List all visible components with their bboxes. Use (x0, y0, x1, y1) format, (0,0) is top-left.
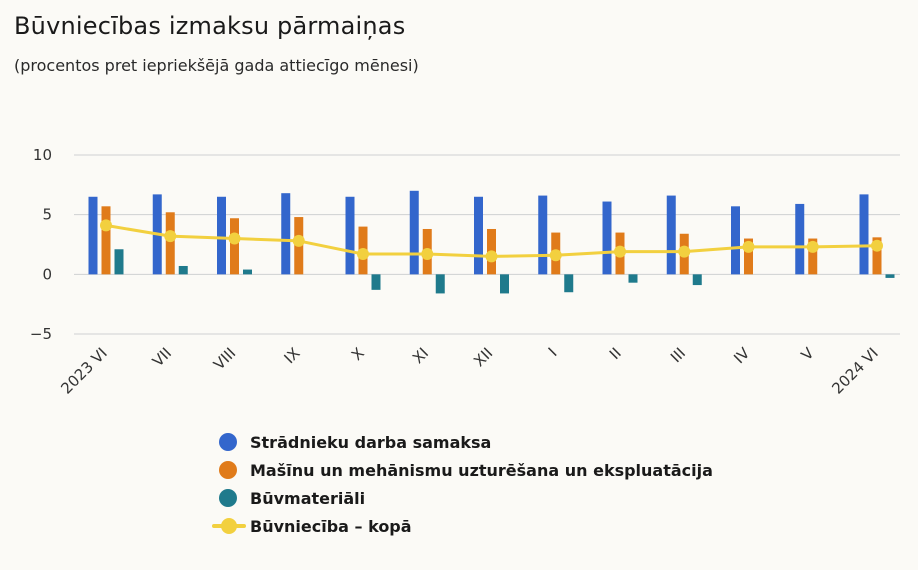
legend-item-machinery[interactable]: Mašīnu un mehānismu uzturēšana un eksplu… (212, 456, 713, 484)
line-point-0[interactable] (100, 219, 112, 232)
bar-0-4[interactable] (345, 196, 355, 275)
x-tick-label: V (798, 344, 819, 365)
bar-2-8[interactable] (628, 274, 638, 283)
line-point-11[interactable] (806, 240, 819, 253)
y-tick-label: 5 (42, 206, 52, 224)
legend-wages-label: Strādnieku darba samaksa (250, 432, 492, 452)
line-point-12[interactable] (871, 239, 883, 252)
bar-2-12[interactable] (885, 274, 895, 278)
legend: Strādnieku darba samaksa Mašīnu un mehān… (212, 428, 713, 540)
x-tick-label: 2024 VI (828, 344, 881, 397)
line-point-4[interactable] (357, 248, 369, 261)
line-point-6[interactable] (485, 250, 498, 263)
bar-0-12[interactable] (859, 194, 869, 275)
x-tick-label: XI (409, 344, 432, 367)
x-tick-label: II (606, 344, 625, 363)
bar-0-3[interactable] (281, 193, 291, 275)
bar-0-5[interactable] (409, 190, 419, 275)
chart-title: Būvniecības izmaksu pārmaiņas (14, 12, 406, 40)
bar-1-10[interactable] (744, 238, 753, 275)
line-point-7[interactable] (549, 249, 562, 262)
legend-item-total[interactable]: Būvniecība – kopā (212, 512, 713, 540)
bar-0-0[interactable] (88, 196, 98, 275)
y-tick-label: −5 (30, 325, 52, 343)
legend-total-label: Būvniecība – kopā (250, 516, 412, 536)
total-line (100, 219, 883, 263)
x-axis-ticks: 2023 VI VII VIII IX X XI XII I II III IV V 2024 VI (57, 344, 881, 398)
legend-item-wages[interactable]: Strādnieku darba samaksa (212, 428, 713, 456)
bar-2-7[interactable] (564, 274, 574, 293)
legend-wages-symbol (212, 432, 250, 452)
bar-1-11[interactable] (808, 238, 818, 275)
bar-0-2[interactable] (217, 196, 226, 275)
x-tick-label: IV (730, 344, 754, 368)
bar-0-9[interactable] (666, 195, 676, 275)
grid-lines (74, 154, 900, 335)
chart-subtitle: (procentos pret iepriekšējā gada attiecī… (14, 56, 419, 75)
legend-machinery-symbol (212, 460, 250, 480)
line-point-1[interactable] (164, 230, 177, 243)
line-point-10[interactable] (742, 240, 755, 253)
x-tick-label: VIII (210, 344, 239, 373)
bar-2-4[interactable] (371, 274, 381, 290)
x-tick-label: I (545, 344, 561, 360)
y-tick-label: 0 (42, 265, 52, 283)
legend-machinery-label: Mašīnu un mehānismu uzturēšana un eksplu… (250, 460, 713, 480)
bar-0-8[interactable] (602, 201, 612, 275)
bar-1-0[interactable] (101, 206, 111, 275)
x-tick-label: 2023 VI (57, 344, 110, 397)
bar-1-2[interactable] (230, 218, 239, 275)
line-point-3[interactable] (292, 234, 305, 247)
legend-materials-label: Būvmateriāli (250, 488, 366, 508)
legend-total-symbol (212, 516, 250, 536)
bar-2-5[interactable] (435, 274, 445, 294)
bar-2-1[interactable] (178, 265, 188, 275)
x-tick-label: IX (280, 344, 303, 367)
bar-1-1[interactable] (165, 212, 175, 275)
legend-item-materials[interactable]: Būvmateriāli (212, 484, 713, 512)
bar-2-9[interactable] (692, 274, 702, 286)
x-tick-label: X (348, 344, 368, 364)
line-point-9[interactable] (678, 245, 691, 258)
bar-0-7[interactable] (538, 195, 548, 275)
bar-0-10[interactable] (731, 206, 740, 275)
line-point-5[interactable] (421, 248, 434, 261)
bar-0-11[interactable] (795, 203, 805, 275)
legend-materials-symbol (212, 488, 250, 508)
bar-2-2[interactable] (243, 269, 252, 275)
line-point-8[interactable] (614, 245, 626, 258)
x-tick-label: III (667, 344, 689, 366)
y-axis-ticks: 10 5 0 −5 (30, 146, 52, 343)
bar-1-12[interactable] (872, 237, 882, 275)
bar-0-6[interactable] (474, 196, 483, 275)
x-tick-label: VII (149, 344, 175, 370)
x-tick-label: XII (470, 344, 496, 370)
bars (88, 190, 895, 294)
bar-2-0[interactable] (114, 249, 124, 275)
y-tick-label: 10 (33, 146, 52, 164)
line-point-2[interactable] (228, 232, 241, 245)
bar-2-6[interactable] (500, 274, 509, 294)
